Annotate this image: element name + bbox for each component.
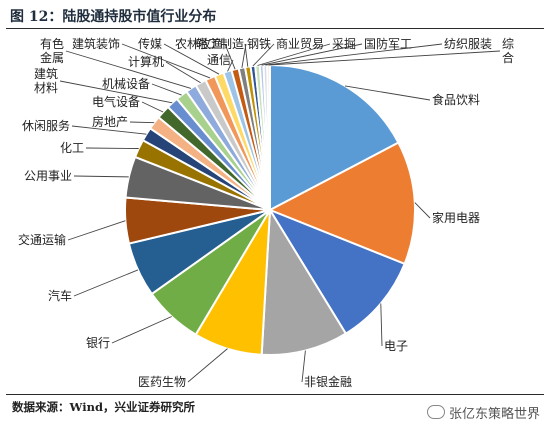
slice-label: 钢铁 xyxy=(247,37,271,51)
pie-slice xyxy=(267,141,416,266)
leader-line xyxy=(71,125,147,135)
leader-line xyxy=(244,43,249,67)
slice-label: 家用电器 xyxy=(432,210,480,225)
leader-line xyxy=(111,316,172,344)
slice-label: 公用事业 xyxy=(24,169,72,183)
watermark: 张亿东策略世界 xyxy=(426,403,540,422)
leader-lines xyxy=(59,43,501,383)
slice-label: 纺织服装 xyxy=(444,37,492,51)
slice-label: 有色金属 xyxy=(40,37,64,65)
slice-label: 医药生物 xyxy=(138,375,186,389)
leader-line xyxy=(67,220,126,241)
leader-line xyxy=(141,101,164,113)
leader-line xyxy=(414,202,431,219)
slice-label: 交通运输 xyxy=(18,232,66,247)
slice-label: 非银金融 xyxy=(304,374,352,389)
pie-slice xyxy=(267,207,406,335)
slice-label: 通信 xyxy=(207,53,231,67)
leader-line xyxy=(163,43,220,75)
slice-label: 化工 xyxy=(60,141,84,155)
source-note: 数据来源：Wind，兴业证券研究所 xyxy=(12,400,195,414)
slice-label: 机械设备 xyxy=(102,76,150,91)
leader-line xyxy=(129,121,155,124)
slice-label: 农林牧渔 xyxy=(175,37,223,51)
leader-line xyxy=(121,43,211,79)
slice-label: 电气设备 xyxy=(92,94,140,109)
leader-line xyxy=(73,175,129,178)
leader-line xyxy=(151,83,182,96)
watermark-text: 张亿东策略世界 xyxy=(448,407,540,422)
title-divider xyxy=(6,28,544,29)
leader-line xyxy=(344,85,431,101)
slice-label: 房地产 xyxy=(92,114,128,129)
chart-title: 图 12：陆股通持股市值行业分布 xyxy=(10,9,217,25)
leader-line xyxy=(59,80,173,104)
leader-line xyxy=(268,50,501,66)
slice-label: 汽车 xyxy=(48,288,72,303)
source-divider xyxy=(6,394,544,395)
leader-line xyxy=(224,43,236,70)
leader-line xyxy=(265,43,443,66)
slice-label: 建筑装饰 xyxy=(72,36,120,51)
leader-line xyxy=(187,348,228,383)
pie-slice xyxy=(260,206,348,356)
slice-label: 计算机 xyxy=(128,54,164,69)
slice-label: 综合 xyxy=(502,37,514,65)
slice-label: 休闲服务 xyxy=(22,118,70,133)
slice-label: 国防军工 xyxy=(364,36,412,51)
pie-slices xyxy=(124,63,416,356)
leader-line xyxy=(85,147,139,149)
leader-line xyxy=(73,269,139,297)
slice-label: 电子 xyxy=(384,339,408,353)
leader-line xyxy=(301,350,306,383)
slice-label: 传媒 xyxy=(138,36,162,51)
leader-line xyxy=(252,43,275,67)
slice-label: 轻工制造 xyxy=(196,37,244,51)
leader-line xyxy=(257,43,331,66)
leader-line xyxy=(380,303,383,347)
slice-label: 建筑材料 xyxy=(34,66,58,95)
slice-label: 商业贸易 xyxy=(276,36,324,51)
wechat-icon xyxy=(426,405,445,419)
leader-line xyxy=(261,43,363,66)
slice-label: 食品饮料 xyxy=(432,92,480,107)
slice-label: 银行 xyxy=(86,336,110,350)
slice-label: 采掘 xyxy=(332,36,356,51)
leader-line xyxy=(65,50,192,89)
leader-line xyxy=(165,61,201,84)
